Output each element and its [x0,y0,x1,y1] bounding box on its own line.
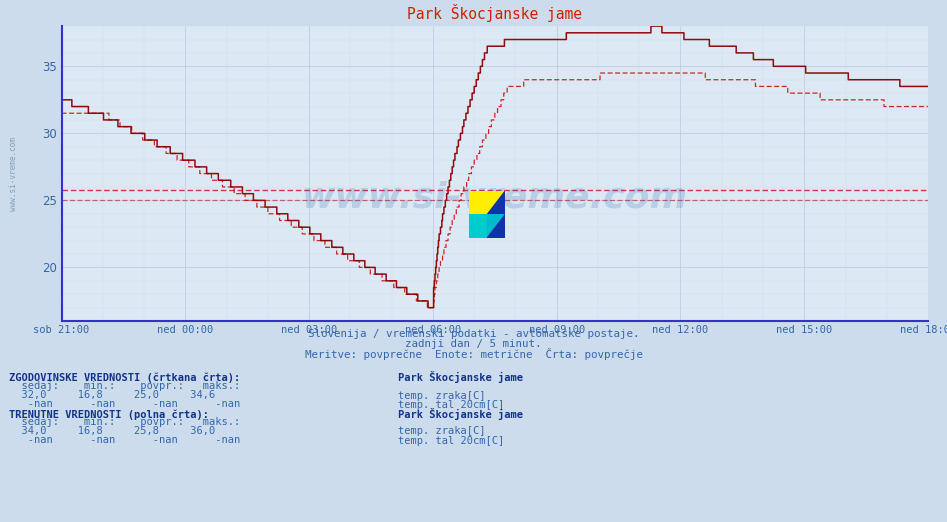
Bar [487,191,505,214]
Polygon shape [487,214,505,238]
Text: zadnji dan / 5 minut.: zadnji dan / 5 minut. [405,339,542,349]
Bar [469,191,487,214]
Text: temp. zraka[C]: temp. zraka[C] [398,426,485,436]
Text: Park Škocjanske jame: Park Škocjanske jame [398,408,523,420]
Text: www.si-vreme.com: www.si-vreme.com [302,180,688,214]
Polygon shape [487,214,505,238]
Text: sedaj:    min.:    povpr.:   maks.:: sedaj: min.: povpr.: maks.: [9,381,241,391]
Text: 32,0     16,8     25,0     34,6: 32,0 16,8 25,0 34,6 [9,390,216,400]
Text: 34,0     16,8     25,8     36,0: 34,0 16,8 25,8 36,0 [9,426,216,436]
Text: temp. zraka[C]: temp. zraka[C] [398,391,485,401]
Bar [469,214,487,238]
Text: -nan      -nan      -nan      -nan: -nan -nan -nan -nan [9,435,241,445]
Text: www.si-vreme.com: www.si-vreme.com [9,137,18,210]
Text: -nan      -nan      -nan      -nan: -nan -nan -nan -nan [9,399,241,409]
Text: temp. tal 20cm[C]: temp. tal 20cm[C] [398,400,504,410]
Text: Slovenija / vremenski podatki - avtomatske postaje.: Slovenija / vremenski podatki - avtomats… [308,329,639,339]
Text: Park Škocjanske jame: Park Škocjanske jame [398,371,523,383]
Text: temp. tal 20cm[C]: temp. tal 20cm[C] [398,436,504,446]
Polygon shape [487,191,505,214]
Text: Meritve: povprečne  Enote: metrične  Črta: povprečje: Meritve: povprečne Enote: metrične Črta:… [305,348,642,360]
Text: TRENUTNE VREDNOSTI (polna črta):: TRENUTNE VREDNOSTI (polna črta): [9,409,209,420]
Title: Park Škocjanske jame: Park Škocjanske jame [407,4,582,22]
Text: ZGODOVINSKE VREDNOSTI (črtkana črta):: ZGODOVINSKE VREDNOSTI (črtkana črta): [9,373,241,383]
Text: sedaj:    min.:    povpr.:   maks.:: sedaj: min.: povpr.: maks.: [9,418,241,428]
